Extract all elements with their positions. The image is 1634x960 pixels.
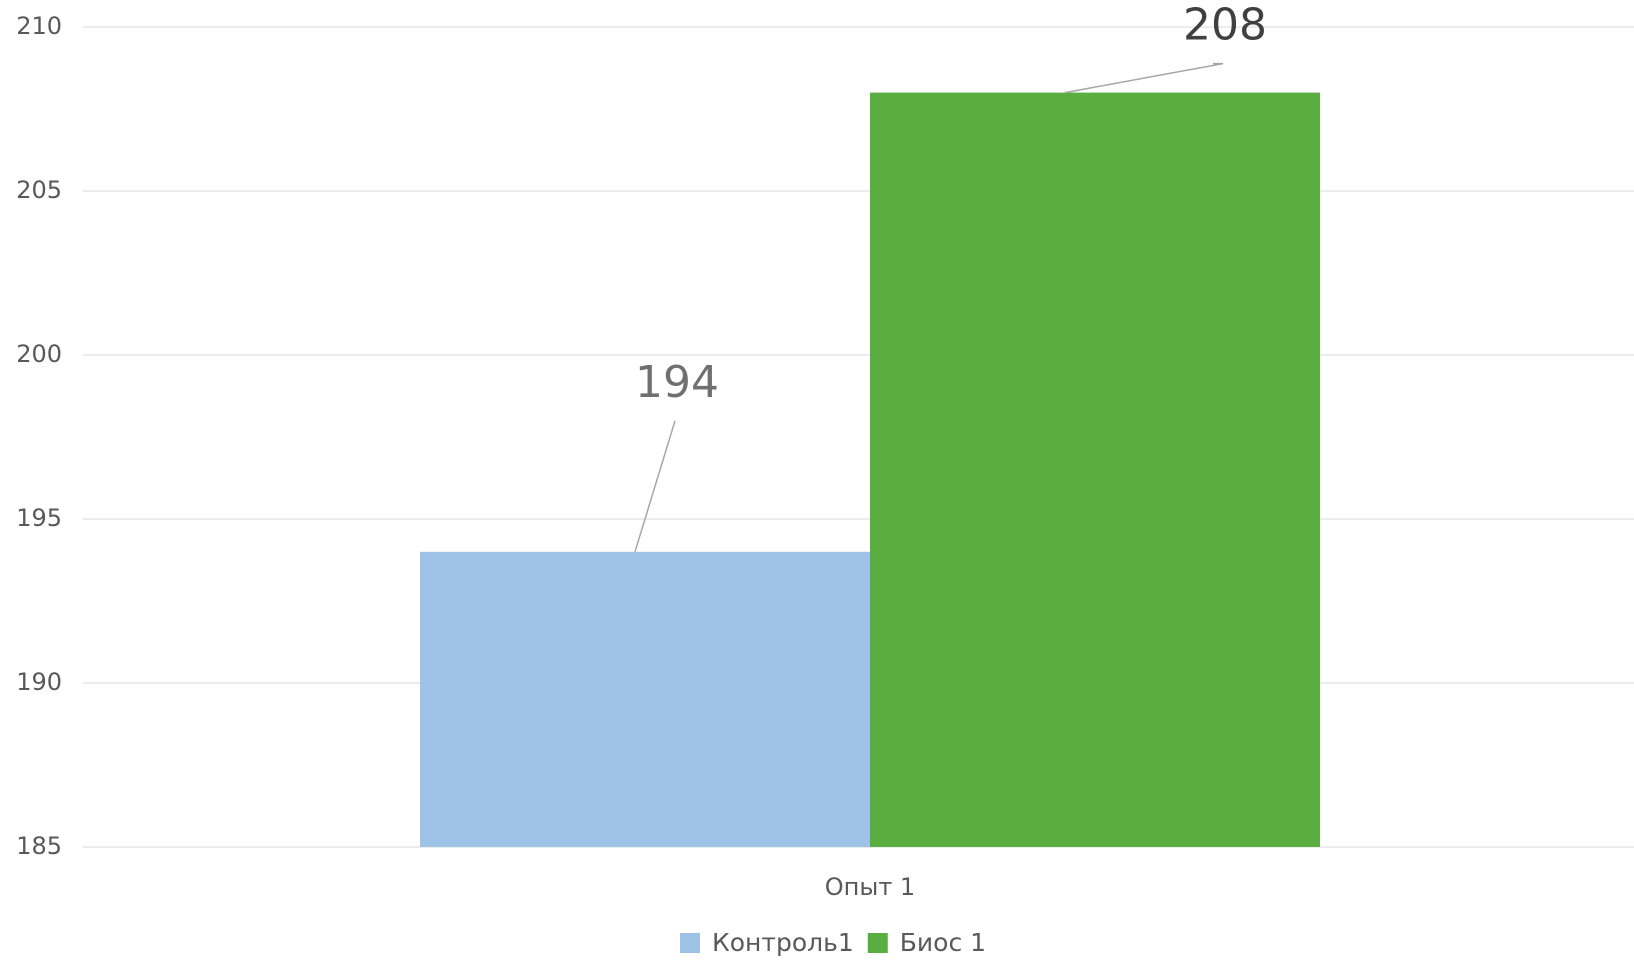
bar [420, 551, 870, 847]
x-tick-label: Опыт 1 [825, 873, 915, 901]
y-tick-label: 195 [16, 504, 62, 532]
y-tick-label: 190 [16, 668, 62, 696]
y-tick-label: 205 [16, 176, 62, 204]
legend-label: Контроль1 [712, 928, 854, 957]
data-label: 208 [1183, 0, 1267, 51]
legend-label: Биос 1 [900, 928, 986, 957]
bar [870, 92, 1320, 848]
legend-swatch [680, 933, 700, 953]
y-tick-label: 210 [16, 12, 62, 40]
leader-line [634, 420, 676, 553]
y-tick-label: 200 [16, 340, 62, 368]
legend-swatch [867, 933, 888, 953]
y-tick-label: 185 [16, 832, 62, 860]
data-label: 194 [635, 357, 719, 408]
leader-line [1064, 62, 1224, 94]
